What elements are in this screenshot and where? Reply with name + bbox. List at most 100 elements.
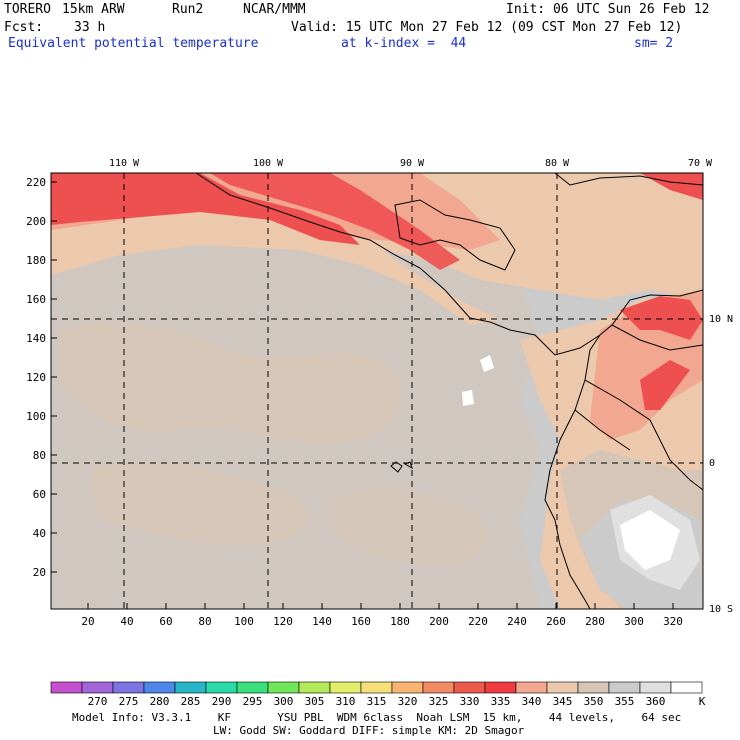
y-tick-label: 180 (26, 254, 46, 267)
colorbar-label: 275 (119, 695, 139, 708)
model-info: Model Info: V3.3.1 KF YSU PBL WDM 6class… (72, 711, 682, 724)
colorbar-label: 345 (553, 695, 573, 708)
colorbar-swatch (391, 681, 424, 694)
white-speck (480, 355, 494, 372)
init-time: Init: 06 UTC Sun 26 Feb 12 (506, 2, 710, 17)
x-tick-labels: 20 40 60 80 100 120 140 160 180 200 220 … (81, 615, 683, 628)
colorbar-swatch (236, 681, 269, 694)
y-tick-label: 140 (26, 332, 46, 345)
plot-frame (50, 172, 704, 610)
x-tick-label: 280 (585, 615, 605, 628)
y-tick-label: 40 (33, 527, 46, 540)
latitude-labels: 10 N 0 10 S (709, 314, 733, 615)
colorbar-label: 290 (212, 695, 232, 708)
caribbean-coast (554, 173, 703, 186)
red-band (210, 173, 460, 270)
colorbar-labels: 270 275 280 285 290 295 300 305 310 315 320 325 330 3… (88, 695, 666, 708)
x-tick-label: 40 (120, 615, 133, 628)
tan-patch (60, 321, 402, 444)
y-tick-label: 60 (33, 488, 46, 501)
colorbar-swatch (639, 681, 672, 694)
coastlines (195, 173, 703, 609)
lat-label-10n: 10 N (709, 314, 733, 325)
colorbar-label: 300 (274, 695, 294, 708)
lon-label-110w: 110 W (109, 158, 140, 169)
colorbar-swatch (205, 681, 238, 694)
lon-label-70w: 70 W (688, 158, 713, 169)
x-tick-label: 260 (546, 615, 566, 628)
equivalent-potential-temperature-field (51, 173, 703, 609)
red-band (640, 173, 703, 200)
x-tick-label: 180 (390, 615, 410, 628)
lon-label-100w: 100 W (253, 158, 284, 169)
y-tick-label: 120 (26, 371, 46, 384)
colorbar-swatch (360, 681, 393, 694)
lon-label-90w: 90 W (400, 158, 425, 169)
central-america-outline (394, 199, 516, 271)
y-tick-label: 220 (26, 176, 46, 189)
colorbar-label: 310 (336, 695, 356, 708)
lat-label-0: 0 (709, 458, 715, 469)
colorbar-label: 295 (243, 695, 263, 708)
y-tick-label: 100 (26, 410, 46, 423)
y-tick-label: 20 (33, 566, 46, 579)
colorbar-swatch (670, 681, 703, 694)
colorbar-label: 350 (584, 695, 604, 708)
physics-info: LW: Godd SW: Goddard DIFF: simple KM: 2D… (213, 724, 525, 737)
x-tick-label: 220 (468, 615, 488, 628)
south-america-coast (544, 334, 601, 609)
colorbar-swatch (174, 681, 207, 694)
forecast-label: Fcst: (4, 20, 44, 35)
pacific-coastline (195, 173, 703, 356)
lat-label-10s: 10 S (709, 604, 733, 615)
colorbar-swatch (577, 681, 610, 694)
y-tick-label: 200 (26, 215, 46, 228)
forecast-hours: 33 h (74, 20, 106, 35)
red-band (51, 173, 360, 245)
x-tick-label: 120 (273, 615, 293, 628)
x-tick-label: 320 (663, 615, 683, 628)
white-land (620, 510, 680, 570)
lon-label-80w: 80 W (545, 158, 570, 169)
x-tick-label: 100 (234, 615, 254, 628)
colorbar-swatch (112, 681, 145, 694)
colorbar-label: 280 (150, 695, 170, 708)
tan-patch (330, 489, 488, 566)
colorbar-swatch (50, 681, 83, 694)
model-resolution: 15km ARW (62, 2, 125, 17)
colorbar-label: 335 (491, 695, 511, 708)
colorbar-label: 285 (181, 695, 201, 708)
colorbar-label: 305 (305, 695, 325, 708)
x-tick-label: 60 (159, 615, 172, 628)
run-label: Run2 (172, 2, 204, 17)
model-name: TORERO (4, 2, 51, 17)
colorbar-swatch (329, 681, 362, 694)
graticule (51, 173, 703, 609)
x-tick-label: 20 (81, 615, 94, 628)
colorbar-swatch (298, 681, 331, 694)
colorbar (50, 681, 703, 694)
colorbar-swatch (422, 681, 455, 694)
x-tick-label: 200 (429, 615, 449, 628)
x-tick-label: 160 (351, 615, 371, 628)
x-tick-label: 140 (312, 615, 332, 628)
red-land (640, 360, 690, 410)
colorbar-unit: K (699, 695, 706, 708)
colorbar-label: 355 (615, 695, 635, 708)
colorbar-label: 330 (460, 695, 480, 708)
peach-band (51, 215, 500, 325)
field-name: Equivalent potential temperature (8, 36, 259, 51)
colorbar-swatch (453, 681, 486, 694)
y-ticks (51, 181, 57, 573)
colorbar-label: 340 (522, 695, 542, 708)
white-speck (462, 390, 474, 406)
colorbar-label: 315 (367, 695, 387, 708)
colorbar-swatch (608, 681, 641, 694)
valid-time: Valid: 15 UTC Mon 27 Feb 12 (09 CST Mon … (291, 20, 683, 35)
x-ticks (87, 603, 674, 609)
smoothing-label: sm= 2 (634, 36, 674, 51)
tan-patch (90, 461, 309, 546)
colorbar-swatch (546, 681, 579, 694)
colombia-border (611, 324, 703, 351)
